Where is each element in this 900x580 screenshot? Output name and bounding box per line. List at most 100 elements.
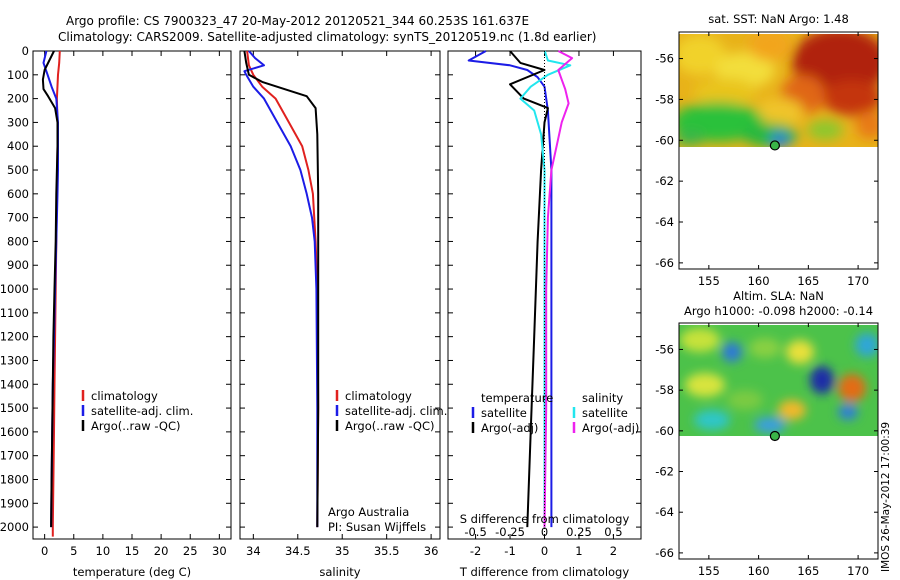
series-line xyxy=(243,50,319,528)
x-axis-label: salinity xyxy=(319,565,360,579)
y-tick-label: -60 xyxy=(655,424,674,438)
y-tick-label: -64 xyxy=(655,215,674,229)
series-line xyxy=(509,50,549,528)
y-tick-label: 1900 xyxy=(0,496,29,510)
sla-map-panel: 155 160 165 170 -56 -58 -60 -62 -64 -66 Altim. SLA… xyxy=(655,289,879,578)
series-line xyxy=(467,50,553,528)
difference-panel: -2 -1 0 1 2 T difference from climatology -0.5… xyxy=(447,50,642,579)
x-axis-label: temperature (deg C) xyxy=(73,565,191,579)
x-tick-label: 35 xyxy=(335,544,350,558)
x-tick-label: 20 xyxy=(154,544,169,558)
top-x-axis-label: S difference from climatology xyxy=(460,512,630,526)
x-tick-label: 5 xyxy=(70,544,77,558)
y-tick-label: 900 xyxy=(7,258,29,272)
legend-label: Argo(-adj) xyxy=(582,421,639,435)
y-tick-label: 0 xyxy=(22,44,29,58)
argo-position-marker xyxy=(769,430,780,442)
series-line xyxy=(42,50,59,528)
y-tick-label: -66 xyxy=(655,256,674,270)
y-tick-label: -64 xyxy=(655,505,674,519)
x-tick-label: 36 xyxy=(424,544,439,558)
y-tick-label: 500 xyxy=(7,163,29,177)
x-tick-label: 34 xyxy=(246,544,261,558)
top-x-tick-label: 0 xyxy=(541,525,548,539)
x-axis-label: T difference from climatology xyxy=(459,565,630,579)
y-tick-label: -62 xyxy=(655,174,674,188)
y-tick-label: 400 xyxy=(7,139,29,153)
y-tick-label: -62 xyxy=(655,465,674,479)
series-line xyxy=(543,50,574,528)
legend-label: Argo(..raw -QC) xyxy=(345,419,435,433)
y-tick-label: 600 xyxy=(7,187,29,201)
x-tick-label: 170 xyxy=(847,564,869,578)
y-tick-label: 300 xyxy=(7,115,29,129)
y-tick-label: 800 xyxy=(7,234,29,248)
y-tick-label: 100 xyxy=(7,68,29,82)
x-tick-label: 160 xyxy=(748,564,770,578)
x-tick-label: 165 xyxy=(797,274,819,288)
x-tick-label: -1 xyxy=(504,544,515,558)
credit-line1: Argo Australia xyxy=(328,505,409,519)
argo-position-marker xyxy=(769,140,780,151)
x-tick-label: 34.5 xyxy=(285,544,311,558)
y-tick-label: 1500 xyxy=(0,401,29,415)
top-x-tick-label: -0.5 xyxy=(464,525,486,539)
temperature-panel: 0 5 10 15 20 25 300100200300400500600700800900… xyxy=(0,44,232,579)
y-tick-label: -60 xyxy=(655,133,674,147)
legend-label: climatology xyxy=(91,389,158,403)
top-x-tick-label: -0.25 xyxy=(495,525,525,539)
x-tick-label: 10 xyxy=(96,544,111,558)
sla-heatmap-field xyxy=(679,325,878,436)
series-line xyxy=(246,50,320,528)
x-tick-label: 2 xyxy=(610,544,617,558)
legend-label: Argo(-adj) xyxy=(481,421,538,435)
x-tick-label: 155 xyxy=(698,564,720,578)
y-tick-label: 1000 xyxy=(0,282,29,296)
y-tick-label: 1400 xyxy=(0,377,29,391)
sst-heatmap-field xyxy=(679,34,878,147)
legend-header-salinity: salinity xyxy=(582,391,623,405)
map-title: Altim. SLA: NaN xyxy=(733,289,824,303)
x-tick-label: 15 xyxy=(125,544,140,558)
header-line2: Climatology: CARS2009. Satellite-adjuste… xyxy=(58,30,596,44)
legend-label: climatology xyxy=(345,389,412,403)
y-tick-label: 1300 xyxy=(0,353,29,367)
y-tick-label: 200 xyxy=(7,92,29,106)
x-tick-label: 165 xyxy=(797,564,819,578)
legend-label: satellite xyxy=(582,406,628,420)
y-tick-label: 1200 xyxy=(0,330,29,344)
legend-label: Argo(..raw -QC) xyxy=(91,419,181,433)
y-tick-label: -56 xyxy=(655,342,674,356)
map-frame xyxy=(678,31,879,270)
series-line xyxy=(519,50,572,528)
x-tick-label: 25 xyxy=(183,544,198,558)
timestamp-stamp: IMOS 26-May-2012 17:00:39 xyxy=(880,422,892,572)
legend-label: satellite-adj. clim. xyxy=(345,404,447,418)
salinity-panel: 34 34.5 35 35.5 36 salinity climatologysatelli… xyxy=(239,50,447,579)
map-title: sat. SST: NaN Argo: 1.48 xyxy=(708,12,849,26)
series-line xyxy=(41,50,59,528)
x-tick-label: 35.5 xyxy=(374,544,400,558)
map-frame xyxy=(678,322,879,560)
y-tick-label: 1800 xyxy=(0,472,29,486)
y-tick-label: -58 xyxy=(655,92,674,106)
map-subtitle: Argo h1000: -0.098 h2000: -0.14 xyxy=(684,304,873,318)
y-tick-label: 1100 xyxy=(0,306,29,320)
y-tick-label: 1700 xyxy=(0,449,29,463)
x-tick-label: 0 xyxy=(41,544,48,558)
header-line1: Argo profile: CS 7900323_47 20-May-2012 … xyxy=(66,14,529,28)
top-x-tick-label: 0.25 xyxy=(566,525,592,539)
x-tick-label: 170 xyxy=(847,274,869,288)
y-tick-label: -58 xyxy=(655,383,674,397)
credit-line2: PI: Susan Wijffels xyxy=(328,520,426,534)
x-tick-label: 30 xyxy=(212,544,227,558)
y-tick-label: -56 xyxy=(655,52,674,66)
x-tick-label: 160 xyxy=(748,274,770,288)
y-tick-label: -66 xyxy=(655,546,674,560)
plot-frame xyxy=(32,50,232,540)
legend-label: satellite xyxy=(481,406,527,420)
sst-map-panel: 155 160 165 170 -56 -58 -60 -62 -64 -66 sat. SST: … xyxy=(655,12,879,288)
legend-label: satellite-adj. clim. xyxy=(91,404,193,418)
plot-frame xyxy=(239,50,441,540)
x-tick-label: 155 xyxy=(698,274,720,288)
